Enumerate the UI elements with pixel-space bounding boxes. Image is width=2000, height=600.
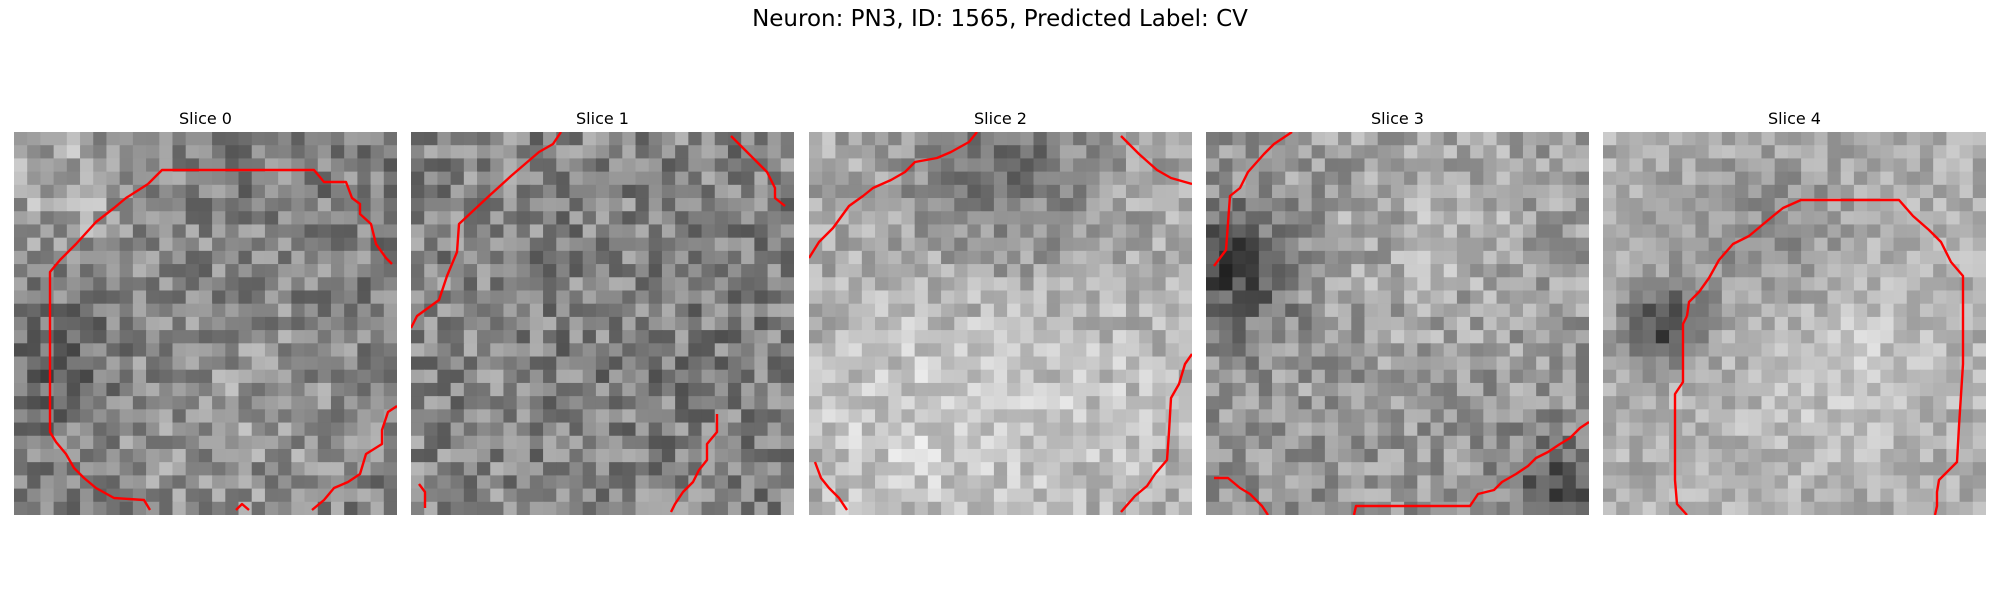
slice-1-cell-contour bbox=[730, 135, 786, 207]
slice-panel-0: Slice 0 bbox=[14, 108, 397, 515]
slice-3-cell-contour bbox=[1214, 476, 1269, 515]
slice-0-pixels bbox=[14, 132, 397, 515]
slice-panel-4: Slice 4 bbox=[1603, 108, 1986, 515]
slice-1-title: Slice 1 bbox=[576, 109, 629, 128]
slice-2-cell-contour bbox=[809, 132, 978, 259]
slice-3-pixels bbox=[1206, 132, 1589, 515]
figure-title: Neuron: PN3, ID: 1565, Predicted Label: … bbox=[752, 6, 1248, 32]
slice-1-cell-contour bbox=[669, 414, 719, 513]
slice-0-image bbox=[14, 132, 397, 515]
slice-2-title: Slice 2 bbox=[974, 109, 1027, 128]
slice-0-cell-contour bbox=[311, 405, 397, 511]
slice-1-cell-contour bbox=[411, 132, 562, 329]
slice-2-pixels bbox=[809, 132, 1192, 515]
slice-3-image bbox=[1206, 132, 1589, 515]
slice-2-image bbox=[809, 132, 1192, 515]
slice-0-cell-contour bbox=[147, 168, 393, 265]
slice-panel-3: Slice 3 bbox=[1206, 108, 1589, 515]
slice-panel-2: Slice 2 bbox=[809, 108, 1192, 515]
slice-4-cell-contour bbox=[1673, 315, 1689, 515]
slice-0-cell-contour bbox=[48, 182, 152, 511]
slice-1-pixels bbox=[411, 132, 794, 515]
slice-2-cell-contour bbox=[1120, 353, 1192, 513]
slice-2-cell-contour bbox=[813, 461, 848, 511]
slice-1-cell-contour bbox=[418, 483, 427, 508]
slice-0-cell-contour bbox=[235, 502, 250, 511]
slice-4-image bbox=[1603, 132, 1986, 515]
slice-3-title: Slice 3 bbox=[1371, 109, 1424, 128]
slice-3-cell-contour bbox=[1213, 132, 1293, 267]
slice-4-pixels bbox=[1603, 132, 1986, 515]
slice-panel-1: Slice 1 bbox=[411, 108, 794, 515]
slice-3-cell-contour bbox=[1352, 421, 1589, 515]
slice-1-image bbox=[411, 132, 794, 515]
slice-0-title: Slice 0 bbox=[179, 109, 232, 128]
slice-4-cell-contour bbox=[1685, 198, 1965, 515]
slice-2-cell-contour bbox=[1120, 135, 1192, 186]
slice-4-title: Slice 4 bbox=[1768, 109, 1821, 128]
